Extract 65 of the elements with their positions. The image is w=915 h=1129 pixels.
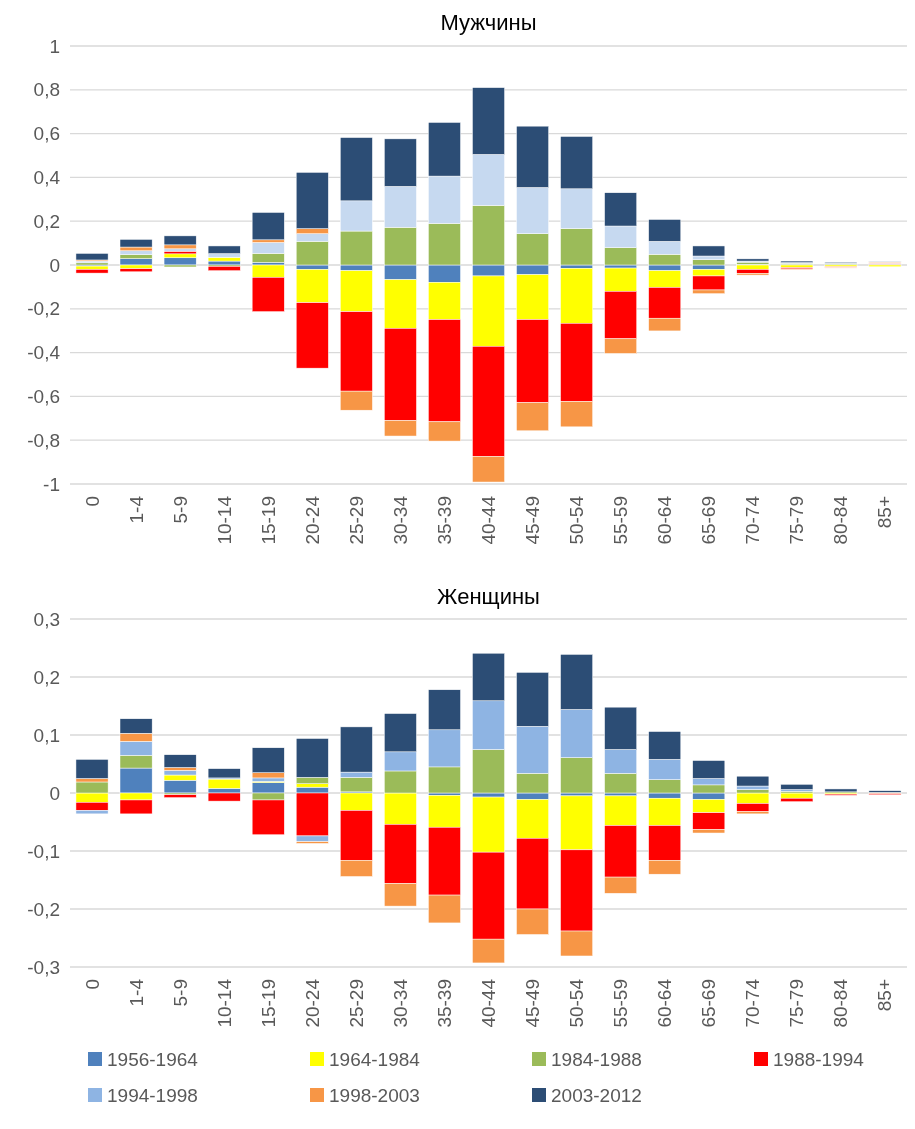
- legend-label: 1984-1988: [551, 1048, 642, 1070]
- x-tick-label: 60-64: [654, 495, 676, 545]
- x-tick-label: 25-29: [345, 496, 367, 545]
- x-tick-label: 65-69: [698, 979, 720, 1028]
- y-tick-label: 0,1: [33, 724, 60, 746]
- x-tick-label: 10-14: [213, 495, 235, 545]
- y-tick-label: -0,2: [27, 298, 60, 320]
- x-tick-label: 40-44: [478, 495, 499, 545]
- y-tick-label: 0,2: [33, 210, 60, 232]
- x-tick-label: 50-54: [566, 978, 588, 1028]
- x-tick-label: 75-79: [786, 496, 808, 545]
- x-tick-label: 15-19: [257, 496, 279, 545]
- chart-title: Мужчины: [440, 10, 537, 35]
- y-tick-label: 0,3: [33, 608, 60, 630]
- x-tick-label: 1-4: [125, 495, 147, 524]
- chart-title: Женщины: [437, 584, 540, 609]
- legend-label: 1964-1984: [329, 1048, 421, 1070]
- x-tick-label: 35-39: [433, 496, 455, 545]
- x-tick-label: 50-54: [566, 495, 588, 545]
- y-tick-label: 1: [49, 35, 60, 57]
- x-tick-label: 85+: [874, 496, 896, 529]
- y-tick-label: -0,6: [27, 385, 60, 407]
- x-tick-label: 10-14: [213, 978, 235, 1028]
- y-tick-label: 0: [49, 782, 60, 804]
- x-tick-label: 0: [81, 496, 103, 507]
- y-tick-label: -0,4: [27, 342, 61, 364]
- x-tick-label: 5-9: [169, 979, 191, 1007]
- x-tick-label: 80-84: [830, 495, 852, 545]
- x-tick-label: 30-34: [389, 978, 411, 1028]
- x-tick-label: 20-24: [301, 978, 323, 1028]
- legend-label: 2003-2012: [551, 1084, 642, 1106]
- x-tick-label: 1-4: [125, 978, 147, 1007]
- y-tick-label: -0,8: [27, 429, 60, 451]
- x-tick-label: 60-64: [654, 978, 676, 1028]
- x-tick-label: 45-49: [522, 979, 544, 1028]
- x-tick-label: 25-29: [345, 979, 367, 1028]
- x-tick-label: 30-34: [389, 495, 411, 545]
- x-tick-label: 0: [81, 979, 103, 990]
- y-tick-label: 0,6: [33, 123, 60, 145]
- y-tick-label: 0,2: [33, 666, 60, 688]
- x-tick-label: 65-69: [698, 496, 720, 545]
- y-tick-label: -0,3: [27, 956, 60, 978]
- x-tick-label: 55-59: [610, 979, 632, 1028]
- legend-label: 1988-1994: [773, 1048, 865, 1070]
- y-tick-label: -0,1: [27, 840, 60, 862]
- x-tick-label: 75-79: [786, 979, 808, 1028]
- x-tick-label: 20-24: [301, 495, 323, 545]
- legend-label: 1956-1964: [107, 1048, 199, 1070]
- x-tick-label: 40-44: [478, 978, 499, 1028]
- legend-label: 1998-2003: [329, 1084, 420, 1106]
- y-tick-label: -1: [43, 473, 60, 495]
- x-tick-label: 35-39: [433, 979, 455, 1028]
- y-tick-label: 0,4: [33, 166, 61, 188]
- y-tick-label: -0,2: [27, 898, 60, 920]
- x-tick-label: 70-74: [742, 978, 764, 1028]
- x-tick-label: 5-9: [169, 496, 191, 524]
- x-tick-label: 15-19: [257, 979, 279, 1028]
- x-tick-label: 80-84: [830, 978, 852, 1028]
- y-tick-label: 0,8: [33, 79, 60, 101]
- x-tick-label: 70-74: [742, 495, 764, 545]
- legend-label: 1994-1998: [107, 1084, 198, 1106]
- x-tick-label: 85+: [874, 979, 896, 1012]
- y-tick-label: 0: [49, 254, 60, 276]
- x-tick-label: 45-49: [522, 496, 544, 545]
- x-tick-label: 55-59: [610, 496, 632, 545]
